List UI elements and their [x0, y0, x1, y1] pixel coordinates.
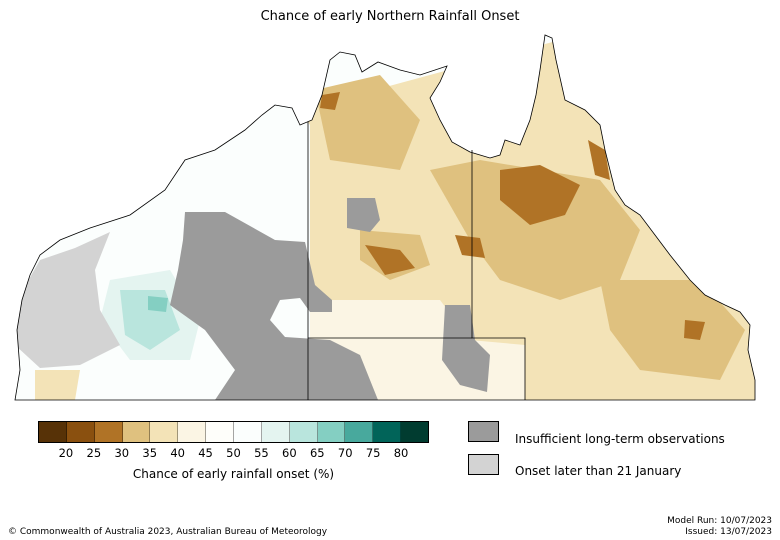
colorbar-tick-label: 25 [86, 446, 102, 460]
legend-label-insufficient: Insufficient long-term observations [515, 432, 725, 446]
colorbar-bin [289, 422, 318, 442]
region-30 [500, 165, 580, 225]
colorbar-tick-label: 30 [114, 446, 130, 460]
colorbar-bin [261, 422, 290, 442]
map-title: Chance of early Northern Rainfall Onset [260, 9, 520, 24]
colorbar-bin [345, 422, 374, 442]
colorbar-bin [122, 422, 151, 442]
legend-label-onset-later: Onset later than 21 January [515, 464, 682, 478]
colorbar-bin [94, 422, 123, 442]
colorbar-tick-label: 45 [198, 446, 213, 460]
colorbar [38, 421, 429, 443]
region-30 [320, 92, 340, 110]
region-35 [600, 280, 745, 380]
region-35 [430, 160, 640, 300]
colorbar-bin [234, 422, 262, 442]
colorbar-tick-label: 70 [337, 446, 353, 460]
region-30 [365, 245, 415, 275]
colorbar-tick-label: 40 [170, 446, 185, 460]
copyright: © Commonwealth of Australia 2023, Austra… [8, 527, 328, 537]
colorbar-tick-label: 55 [254, 446, 269, 460]
region-70 [148, 296, 168, 312]
region-30 [684, 320, 705, 340]
colorbar-tick-label: 60 [282, 446, 297, 460]
onset-later-region [15, 232, 120, 368]
colorbar-label: Chance of early rainfall onset (%) [132, 467, 335, 481]
colorbar-bin [39, 422, 67, 442]
run-info: Model Run: 10/07/2023 Issued: 13/07/2023 [667, 516, 772, 538]
colorbar-bin [373, 422, 402, 442]
legend-swatch-onset-later [468, 454, 499, 475]
region-40 [35, 370, 80, 400]
insufficient-obs-region [442, 305, 490, 392]
region-30 [455, 235, 485, 258]
insufficient-obs-region [170, 212, 378, 400]
nt-qld-border [471, 150, 526, 400]
model-run: Model Run: 10/07/2023 [667, 516, 772, 526]
state-borders [307, 122, 526, 400]
colorbar-bin [206, 422, 235, 442]
colorbar-tick-label: 80 [393, 446, 409, 460]
colorbar-bin [150, 422, 179, 442]
colorbar-tick-label: 75 [365, 446, 381, 460]
colorbar-tick-label: 50 [226, 446, 241, 460]
colorbar-tick-label: 35 [142, 446, 158, 460]
colorbar-bin [401, 422, 429, 442]
region-30 [588, 140, 610, 180]
colorbar-tick-label: 65 [309, 446, 325, 460]
colorbar-tick-label: 20 [58, 446, 74, 460]
issued-date: Issued: 13/07/2023 [685, 527, 772, 537]
insufficient-obs-region [347, 198, 380, 232]
region-35 [315, 75, 420, 170]
rainfall-onset-map [14, 34, 756, 401]
colorbar-bin [317, 422, 346, 442]
colorbar-bin [66, 422, 95, 442]
legend-swatch-insufficient [468, 421, 499, 442]
colorbar-bin [178, 422, 207, 442]
